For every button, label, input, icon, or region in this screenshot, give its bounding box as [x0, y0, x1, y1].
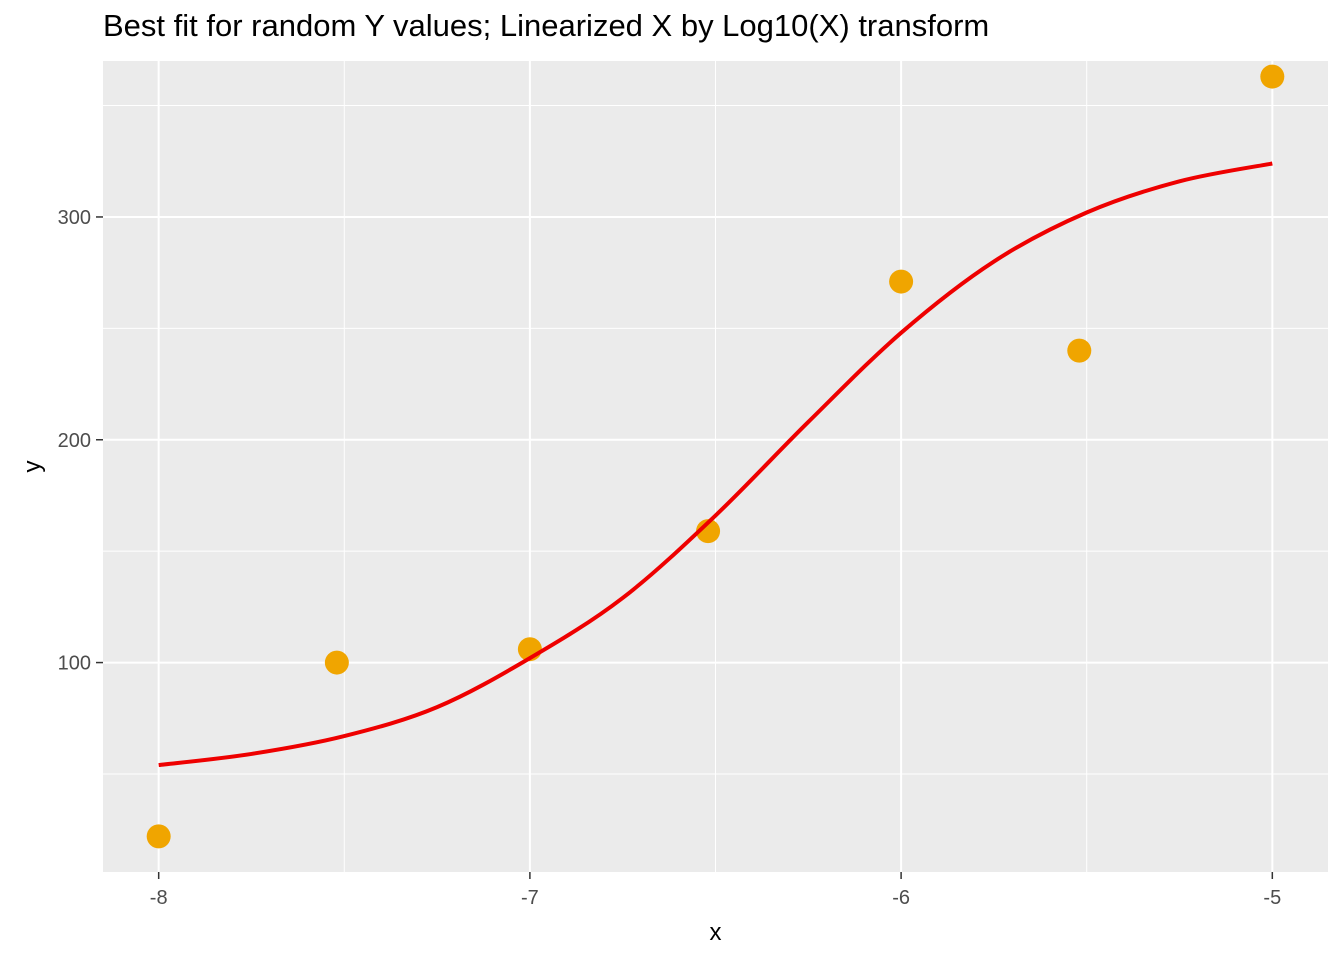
x-tick-label: -5: [1263, 887, 1281, 909]
chart-title: Best fit for random Y values; Linearized…: [103, 8, 990, 43]
y-axis-title: y: [19, 461, 46, 473]
y-tick-label: 200: [58, 430, 91, 452]
x-axis-title: x: [710, 919, 722, 946]
data-point: [889, 269, 914, 294]
x-tick-label: -7: [521, 887, 539, 909]
data-point: [146, 824, 171, 849]
data-point: [1260, 64, 1285, 89]
data-point: [324, 650, 349, 675]
data-point: [1067, 338, 1092, 363]
x-tick-label: -6: [892, 887, 910, 909]
data-point: [696, 519, 721, 544]
x-tick-label: -8: [150, 887, 168, 909]
y-tick-label: 300: [58, 207, 91, 229]
fit-curve: [158, 161, 1273, 768]
y-tick-label: 100: [58, 653, 91, 675]
